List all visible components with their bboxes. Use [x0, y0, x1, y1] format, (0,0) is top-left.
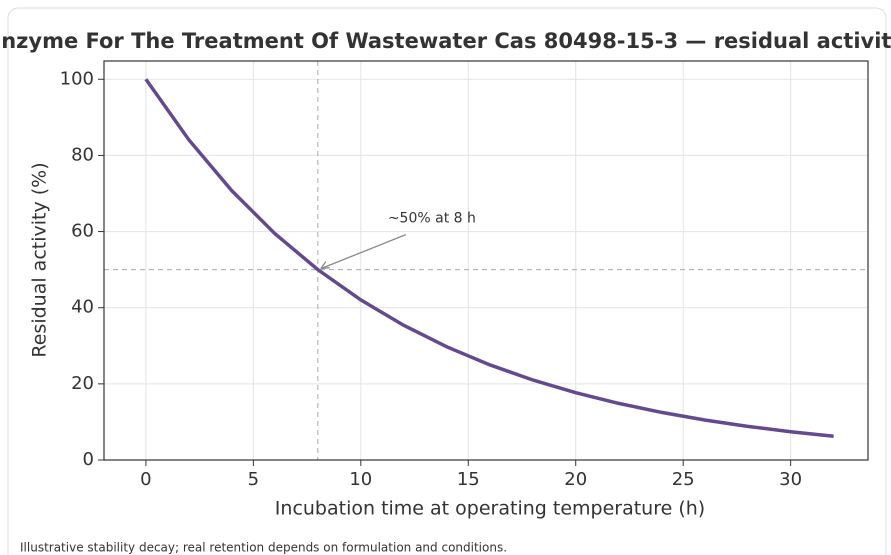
- line: [144, 78, 834, 438]
- footnote: Illustrative stability decay; real reten…: [20, 541, 507, 555]
- y-tick-label: 80: [71, 144, 94, 165]
- chart-title: Enzyme For The Treatment Of Wastewater C…: [0, 29, 891, 53]
- y-axis-label: Residual activity (%): [29, 162, 51, 357]
- annotation-arrowhead: [320, 261, 330, 270]
- x-axis-label: Incubation time at operating temperature…: [275, 498, 705, 520]
- card: [7, 7, 887, 555]
- y-tick-label: 20: [71, 373, 94, 394]
- y-tick-label: 40: [71, 297, 94, 318]
- x-tick-label: 10: [349, 469, 372, 490]
- y-tick-label: 100: [60, 68, 94, 89]
- x-tick-label: 0: [140, 469, 151, 490]
- y-tick-label: 60: [71, 221, 94, 242]
- plot-frame: [103, 60, 869, 461]
- x-tick-label: 25: [672, 469, 695, 490]
- x-tick-label: 20: [564, 469, 587, 490]
- x-tick-label: 15: [457, 469, 480, 490]
- y-tick-label: 0: [83, 449, 94, 470]
- annotation-text: ~50% at 8 h: [388, 211, 476, 227]
- x-tick-label: 5: [248, 469, 259, 490]
- annotation-arrow: [320, 234, 407, 270]
- x-tick-label: 30: [779, 469, 802, 490]
